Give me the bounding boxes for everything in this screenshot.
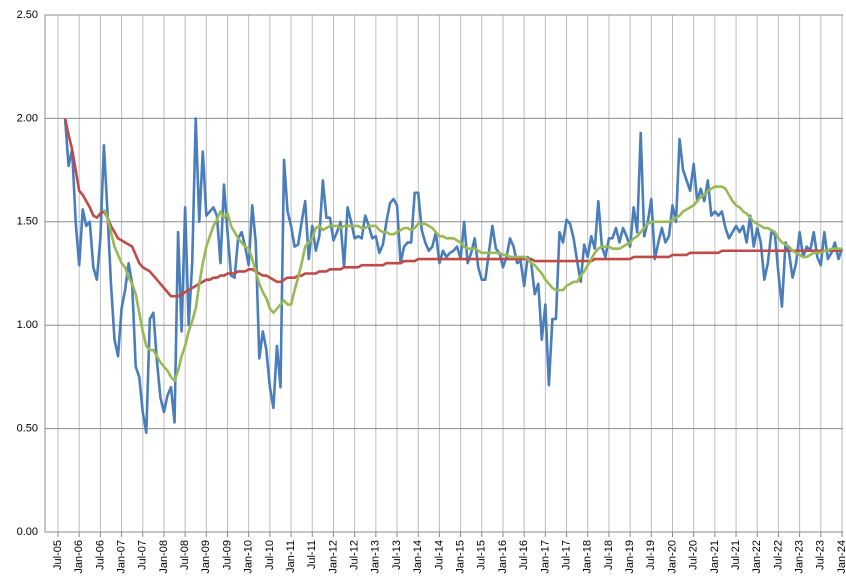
x-tick-label: Jul-13 — [391, 540, 403, 570]
x-tick-label: Jul-11 — [306, 540, 318, 569]
x-tick-label: Jul-09 — [221, 540, 233, 570]
x-tick-label: Jan-24 — [836, 540, 846, 574]
x-tick-label: Jul-12 — [349, 540, 361, 570]
x-tick-label: Jan-06 — [73, 540, 85, 574]
x-tick-label: Jul-07 — [137, 540, 149, 570]
y-tick-label: 1.50 — [17, 216, 38, 228]
x-tick-label: Jan-08 — [158, 540, 170, 574]
x-tick-label: Jan-18 — [582, 540, 594, 574]
x-tick-label: Jul-08 — [179, 540, 191, 570]
x-tick-label: Jan-11 — [285, 540, 297, 573]
x-tick-label: Jan-16 — [497, 540, 509, 574]
x-tick-label: Jan-17 — [539, 540, 551, 574]
x-tick-label: Jul-10 — [264, 540, 276, 570]
x-tick-label: Jan-13 — [370, 540, 382, 574]
x-tick-label: Jul-17 — [560, 540, 572, 570]
x-tick-label: Jul-18 — [603, 540, 615, 570]
series-line — [63, 118, 842, 298]
x-tick-label: Jul-14 — [433, 540, 445, 570]
y-tick-label: 2.50 — [17, 9, 38, 21]
x-tick-label: Jan-12 — [327, 540, 339, 574]
x-tick-label: Jan-19 — [624, 540, 636, 574]
x-tick-label: Jan-22 — [751, 540, 763, 574]
x-tick-label: Jan-23 — [794, 540, 806, 574]
y-tick-label: 1.00 — [17, 319, 38, 331]
x-tick-label: Jan-07 — [115, 540, 127, 574]
x-tick-label: Jan-09 — [200, 540, 212, 574]
x-tick-label: Jan-15 — [455, 540, 467, 574]
x-tick-label: Jul-20 — [688, 540, 700, 570]
y-tick-label: 2.00 — [17, 112, 38, 124]
x-tick-label: Jan-21 — [709, 540, 721, 574]
x-tick-label: Jan-10 — [243, 540, 255, 574]
series-line — [102, 185, 842, 383]
x-tick-label: Jul-22 — [772, 540, 784, 570]
x-tick-label: Jul-05 — [52, 540, 64, 570]
x-tick-label: Jan-20 — [666, 540, 678, 574]
x-tick-label: Jul-21 — [730, 540, 742, 570]
x-tick-label: Jul-06 — [94, 540, 106, 570]
x-tick-label: Jan-14 — [412, 540, 424, 574]
x-tick-label: Jul-16 — [518, 540, 530, 570]
x-tick-label: Jul-23 — [815, 540, 827, 570]
y-tick-label: 0.00 — [17, 526, 38, 538]
x-tick-label: Jul-19 — [645, 540, 657, 570]
x-tick-label: Jul-15 — [476, 540, 488, 570]
series-line — [63, 117, 844, 435]
y-tick-label: 0.50 — [17, 423, 38, 435]
